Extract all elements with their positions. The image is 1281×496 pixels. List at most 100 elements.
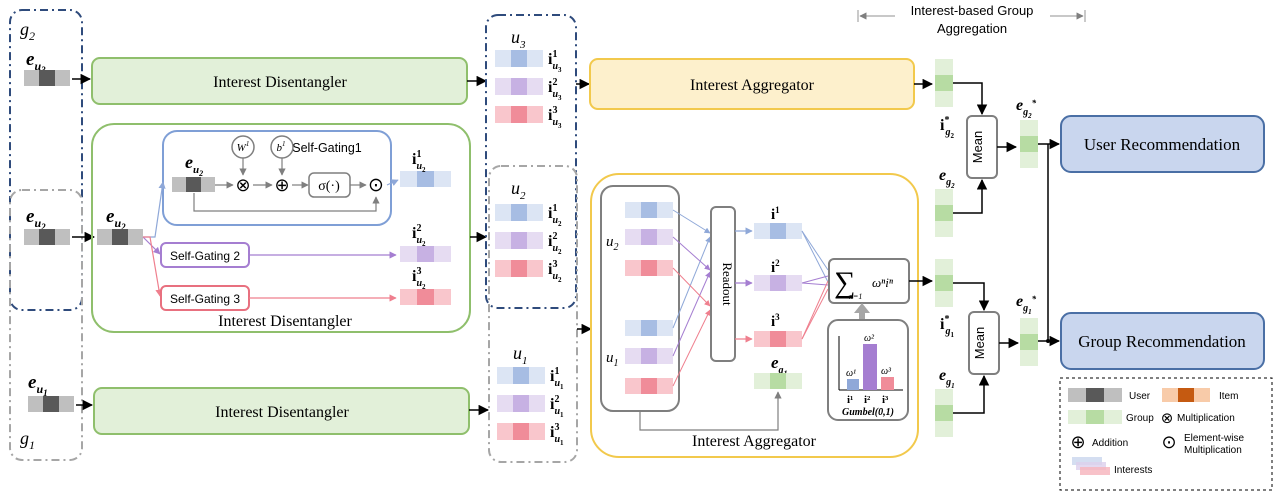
self-gating-1-box: [162, 130, 392, 226]
svg-text:ω¹: ω¹: [846, 368, 856, 379]
svg-text:i2: i2: [771, 258, 780, 276]
final-group-g2-vec: [1020, 120, 1038, 168]
self-gating-3-label: Self-Gating 3: [170, 292, 240, 306]
svg-text:Element-wise: Element-wise: [1184, 433, 1244, 444]
user-embedding-u2-inner: eu2: [97, 206, 143, 245]
legend-multiplication: ⊗ Multiplication: [1161, 410, 1235, 427]
user-embedding-u2: eu2: [24, 206, 70, 245]
legend-elementwise: ⊙ Element-wise Multiplication: [1161, 432, 1244, 456]
multiplication-legend-icon: ⊗: [1161, 410, 1174, 427]
legend-item: Item: [1162, 388, 1238, 402]
aggregator-u2-interests: [625, 202, 673, 276]
interest-u2-3-vec: [400, 289, 451, 305]
interest-disentangler-u1-label: Interest Disentangler: [215, 404, 349, 421]
group-g2-box: [9, 9, 83, 311]
svg-text:eu1: eu1: [28, 372, 48, 398]
group-recommendation-box: [1060, 312, 1265, 370]
svg-text:eu2: eu2: [185, 152, 203, 178]
interest-set-g1-box: [488, 165, 578, 463]
svg-text:i3: i3: [771, 312, 780, 330]
interest-set-u1-title: u1: [513, 343, 528, 367]
svg-text:Group: Group: [1126, 413, 1154, 424]
gumbel-bar-3: [881, 377, 894, 390]
interest-aggregator-detail: [590, 173, 919, 458]
interest-u2-2-vec: [400, 246, 451, 262]
bracket-label-line2: Aggregation: [937, 21, 1007, 36]
group-embedding-g1-vec: [935, 389, 953, 437]
svg-text:User: User: [1129, 391, 1151, 402]
sum-lower-limit: n=1: [849, 292, 862, 301]
interest-set-u1: [497, 367, 545, 440]
readout-i2: [754, 275, 802, 291]
svg-text:eu2: eu2: [106, 206, 126, 232]
multiplication-op-icon: ⊗: [235, 175, 250, 195]
interest-disentangler-detail-label: Interest Disentangler: [218, 313, 352, 330]
svg-text:Interests: Interests: [1114, 465, 1152, 476]
svg-text:Mean: Mean: [970, 131, 985, 164]
group-interest-g2-label: i* g2: [940, 115, 954, 140]
gumbel-to-sum-arrow: [854, 303, 870, 319]
svg-text:b1: b1: [277, 140, 286, 154]
group-g1-box: [9, 189, 83, 461]
svg-text:Multiplication: Multiplication: [1177, 413, 1235, 424]
interest-set-g2-box: [485, 14, 577, 309]
user-recommendation-box: [1060, 115, 1265, 173]
svg-text:Mean: Mean: [972, 327, 987, 360]
interest-disentangler-u1: [93, 387, 470, 435]
interest-set-u3: [495, 50, 543, 123]
aggregator-interest-stack: [600, 185, 680, 412]
readout-label: Readout: [720, 262, 735, 306]
group-embedding-g2-vec: [935, 189, 953, 237]
svg-text:i³: i³: [882, 394, 889, 406]
interest-set-u2: [495, 204, 543, 277]
addition-op-icon: ⊕: [274, 175, 289, 195]
gumbel-weights-box: [827, 319, 909, 421]
self-gating-1-input: eu2: [172, 152, 215, 192]
svg-text:eu2: eu2: [26, 206, 46, 232]
svg-text:i²: i²: [864, 394, 871, 406]
final-group-g2-label: eg2*: [1016, 97, 1037, 120]
interest-disentangler-u3-label: Interest Disentangler: [213, 74, 347, 91]
legend-group: Group: [1068, 410, 1154, 424]
legend-interests: Interests: [1072, 457, 1152, 476]
group-interest-g2-vec: [935, 59, 953, 107]
gumbel-label: Gumbel(0,1): [842, 407, 894, 418]
bracket-label-line1: Interest-based Group: [911, 3, 1034, 18]
readout-i3: [754, 331, 802, 347]
readout-i1: [754, 223, 802, 239]
interest-u2-1-vec: [400, 171, 451, 187]
svg-text:ω³: ω³: [881, 366, 892, 377]
interest-group-aggregation-bracket: Interest-based Group Aggregation: [857, 3, 1086, 36]
aggregator-group-embedding: [754, 373, 802, 389]
svg-text:W1: W1: [237, 140, 250, 154]
group-interest-g1-label: i* g1: [940, 314, 954, 339]
svg-text:u2: u2: [606, 234, 619, 253]
elementwise-op-icon: ⊙: [368, 175, 384, 196]
group-recommendation-label: Group Recommendation: [1078, 332, 1246, 351]
final-group-g1-vec: [1020, 318, 1038, 366]
legend-addition: ⊕ Addition: [1070, 432, 1128, 452]
gumbel-bar-2: [863, 344, 877, 390]
group-embedding-g1-label: eg1: [939, 367, 955, 390]
interest-disentangler-detail: [91, 123, 471, 333]
interest-aggregator-detail-label: Interest Aggregator: [692, 433, 817, 450]
group-g1-label: g1: [20, 428, 35, 452]
readout-box: [710, 206, 736, 362]
group-embedding-g2-label: eg2: [939, 167, 955, 190]
sum-connections: [801, 230, 829, 340]
group-g2-label: g2: [20, 19, 35, 43]
svg-text:i¹: i¹: [847, 394, 853, 406]
group-interest-g1-vec: [935, 259, 953, 307]
interest-aggregator-g2-label: Interest Aggregator: [690, 77, 815, 94]
self-gating-2-label: Self-Gating 2: [170, 249, 240, 263]
